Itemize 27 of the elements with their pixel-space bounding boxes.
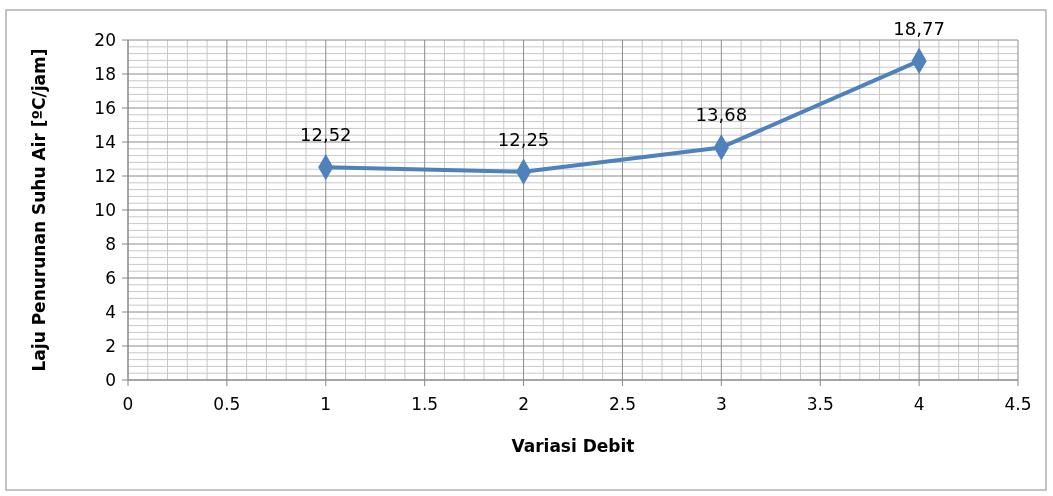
x-tick-label: 3.5: [806, 394, 834, 414]
x-tick-label: 4.5: [1004, 394, 1032, 414]
data-label: 13,68: [695, 104, 748, 126]
x-tick-label: 1.5: [411, 394, 439, 414]
x-tick-label: 0: [122, 394, 134, 414]
y-tick-label: 0: [105, 369, 116, 390]
y-tick-label: 20: [94, 29, 116, 50]
y-tick-label: 2: [105, 335, 116, 356]
x-tick-label: 2: [518, 394, 529, 414]
y-tick-label: 14: [94, 131, 116, 152]
x-tick-label: 3: [715, 394, 727, 414]
data-label: 18,77: [893, 17, 945, 39]
x-tick-label: 4: [913, 394, 925, 414]
y-tick-label: 8: [105, 233, 116, 254]
y-tick-label: 18: [94, 63, 116, 84]
y-tick-label: 4: [105, 301, 116, 322]
data-label: 12,25: [497, 128, 550, 150]
y-tick-label: 10: [94, 199, 116, 220]
y-axis-title: Laju Penurunan Suhu Air [ºC/jam]: [29, 48, 49, 372]
x-tick-label: 0.5: [213, 394, 241, 414]
x-tick-label: 2.5: [608, 394, 636, 414]
y-tick-label: 16: [94, 97, 116, 118]
y-tick-label: 6: [105, 267, 116, 288]
data-label: 12,52: [300, 124, 352, 146]
x-axis-title: Variasi Debit: [511, 436, 635, 456]
y-tick-label: 12: [94, 165, 116, 186]
x-tick-label: 1: [320, 394, 332, 414]
